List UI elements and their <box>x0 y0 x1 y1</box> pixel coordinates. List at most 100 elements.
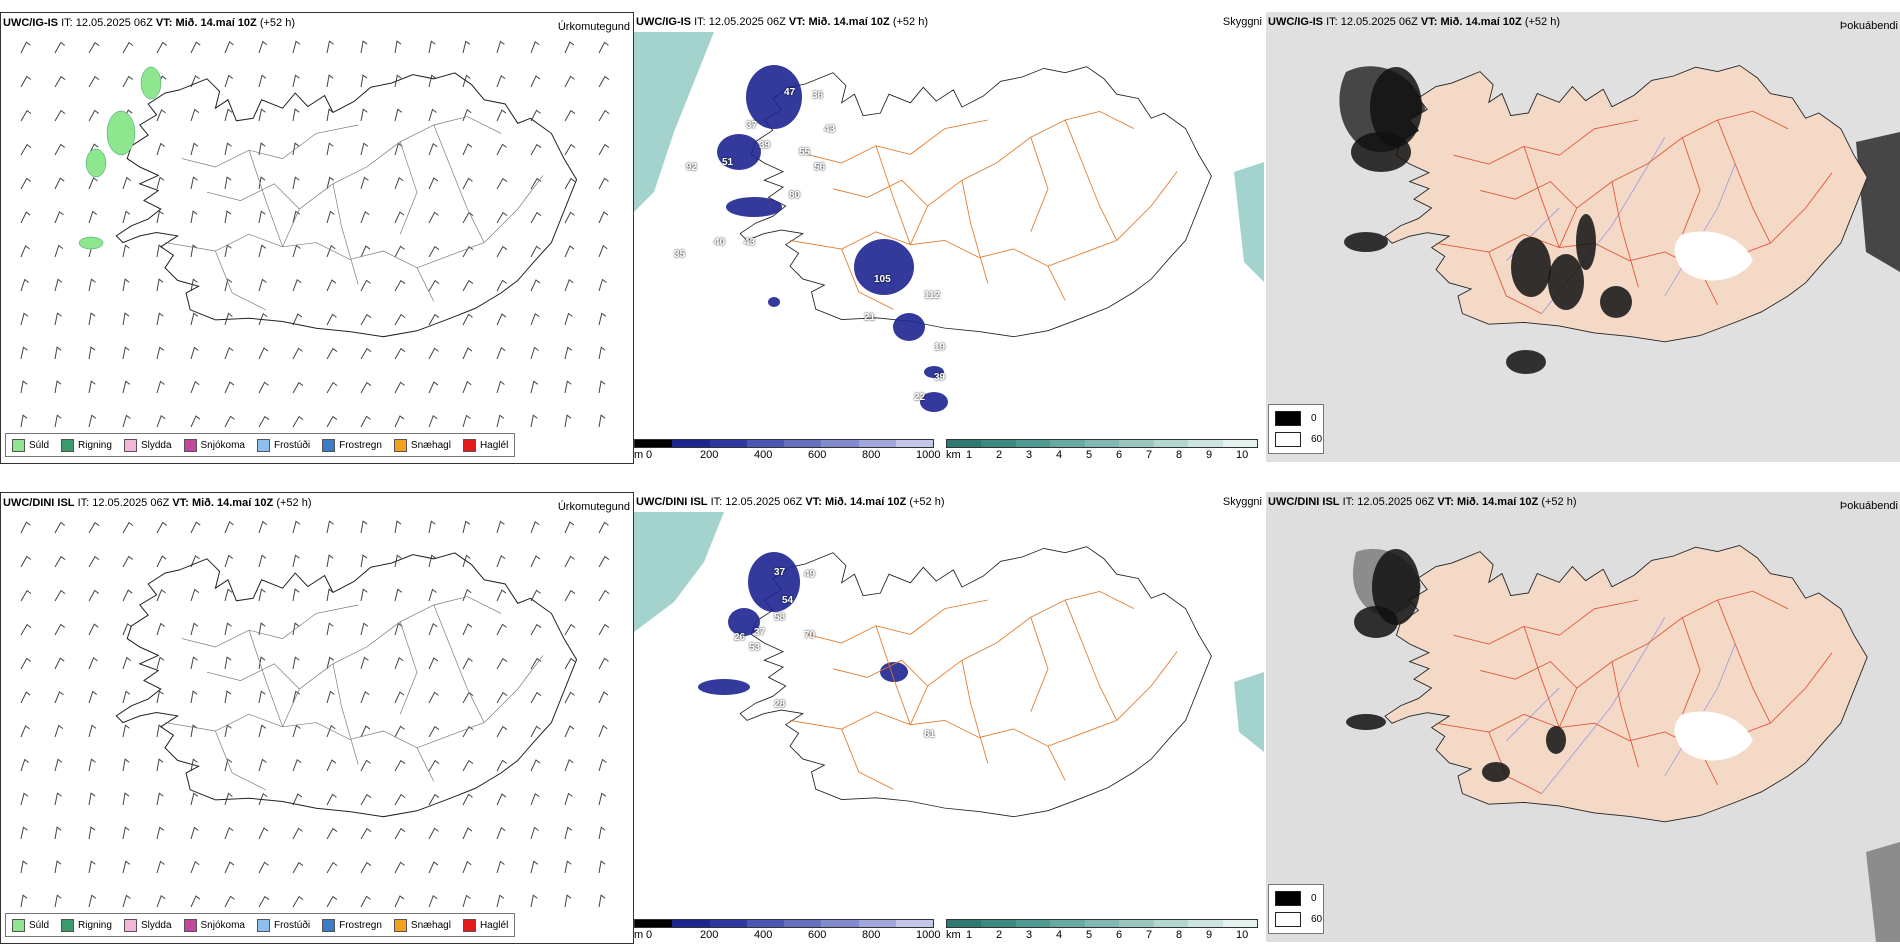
wind-barb <box>462 793 473 806</box>
precip-legend-label: Haglél <box>479 439 509 451</box>
precip-area <box>78 236 104 250</box>
wind-barb <box>224 244 232 258</box>
low-cloud-area <box>748 552 800 612</box>
wind-barb <box>54 75 66 88</box>
wind-barb <box>54 244 64 258</box>
wind-barb <box>598 41 609 54</box>
wind-barb <box>564 211 575 224</box>
wind-barb <box>428 245 440 258</box>
wind-barb <box>156 826 165 840</box>
scale-tick: 5 <box>1086 449 1093 461</box>
wind-barb <box>292 108 300 122</box>
wind-barb <box>258 40 268 54</box>
cloud-value-label: 26 <box>734 632 746 643</box>
wind-barb <box>224 588 233 602</box>
wind-barb <box>394 520 402 534</box>
panel-header: UWC/DINI ISL IT: 12.05.2025 06Z VT: Mið.… <box>636 496 945 508</box>
wind-barb <box>190 895 201 908</box>
precip-legend-item: Súld <box>12 918 49 932</box>
wind-barb <box>122 589 133 602</box>
cloud-value-label: 81 <box>924 729 936 740</box>
wind-barb <box>292 622 300 636</box>
wind-barb <box>20 346 28 360</box>
cloud-base-scale: m 0 200 400 600 800 1000 <box>634 439 940 462</box>
wind-barb <box>156 589 166 602</box>
fog-legend-max: 60 <box>1311 914 1323 925</box>
wind-barb <box>88 346 96 360</box>
wind-barb <box>360 381 372 394</box>
wind-barb <box>564 792 573 806</box>
wind-barb <box>598 278 607 292</box>
precip-legend-item: Haglél <box>462 918 508 932</box>
wind-barb <box>428 74 437 88</box>
wind-barb <box>598 555 610 568</box>
cloud-value-label: 37 <box>746 120 758 131</box>
fog-area <box>1546 726 1566 754</box>
wind-barb <box>360 176 369 190</box>
precip-legend-label: Frostúði <box>273 439 311 451</box>
wind-barb <box>258 210 266 224</box>
wind-barb <box>292 520 301 534</box>
wind-barb <box>394 554 402 568</box>
scale-tick: 1000 <box>916 929 941 941</box>
fog-panel-top: UWC/IG-IS IT: 12.05.2025 06Z VT: Mið. 14… <box>1266 12 1900 462</box>
wind-barb <box>530 826 539 840</box>
low-cloud-area <box>854 239 914 295</box>
wind-barb <box>530 657 542 670</box>
scale-tick: 0 <box>646 929 653 941</box>
cloud-value-label: 39 <box>934 372 946 383</box>
wind-barb <box>462 894 471 908</box>
wind-barb <box>190 75 200 88</box>
scale-unit: km <box>946 449 961 461</box>
wind-barb <box>598 380 606 394</box>
wind-barb <box>530 894 538 908</box>
wind-barb <box>394 313 406 326</box>
low-cloud-area <box>880 662 908 682</box>
wind-barb <box>224 895 235 908</box>
fog-legend-max: 60 <box>1311 434 1323 445</box>
wind-barb <box>190 860 200 874</box>
wind-barb <box>360 520 368 534</box>
precip-map <box>20 520 610 908</box>
panel-title: Úrkomutegund <box>557 501 630 513</box>
wind-barb <box>122 210 131 224</box>
wind-barb <box>122 860 131 874</box>
wind-barb <box>258 176 266 190</box>
wind-barb <box>292 210 301 224</box>
wind-barb <box>394 656 404 670</box>
cloud-value-label: 49 <box>804 569 816 580</box>
wind-barb <box>224 346 234 360</box>
precip-legend-item: Frostregn <box>322 918 382 932</box>
precip-legend-swatch <box>12 438 25 452</box>
wind-barb <box>190 142 199 156</box>
scale-unit: m <box>634 449 644 461</box>
wind-barb <box>190 278 198 292</box>
wind-barb <box>224 312 233 326</box>
wind-barb <box>54 860 62 874</box>
wind-barb <box>292 313 303 326</box>
wind-barb <box>564 278 574 292</box>
wind-barb <box>428 657 439 670</box>
wind-barb <box>156 176 165 190</box>
wind-barb <box>54 792 62 806</box>
wind-barb <box>360 690 370 704</box>
wind-barb <box>224 381 235 394</box>
cloud-value-label: 39 <box>759 140 771 151</box>
wind-barb <box>530 346 539 360</box>
wind-barb <box>462 860 472 874</box>
scale-tick: 10 <box>1236 929 1249 941</box>
cloud-panel-bottom: UWC/DINI ISL IT: 12.05.2025 06Z VT: Mið.… <box>634 492 1264 942</box>
wind-barb <box>564 555 575 568</box>
precip-legend-item: Snjókoma <box>183 918 245 932</box>
wind-barb <box>598 143 610 156</box>
wind-barb <box>258 520 268 534</box>
wind-barb <box>122 826 130 840</box>
scale-tick: 9 <box>1206 929 1213 941</box>
wind-barb <box>428 142 438 156</box>
wind-barb <box>88 210 98 224</box>
wind-barb <box>598 244 608 258</box>
wind-barb <box>190 622 199 636</box>
wind-barb <box>598 109 610 122</box>
wind-barb <box>564 691 575 704</box>
wind-barb <box>428 108 437 122</box>
